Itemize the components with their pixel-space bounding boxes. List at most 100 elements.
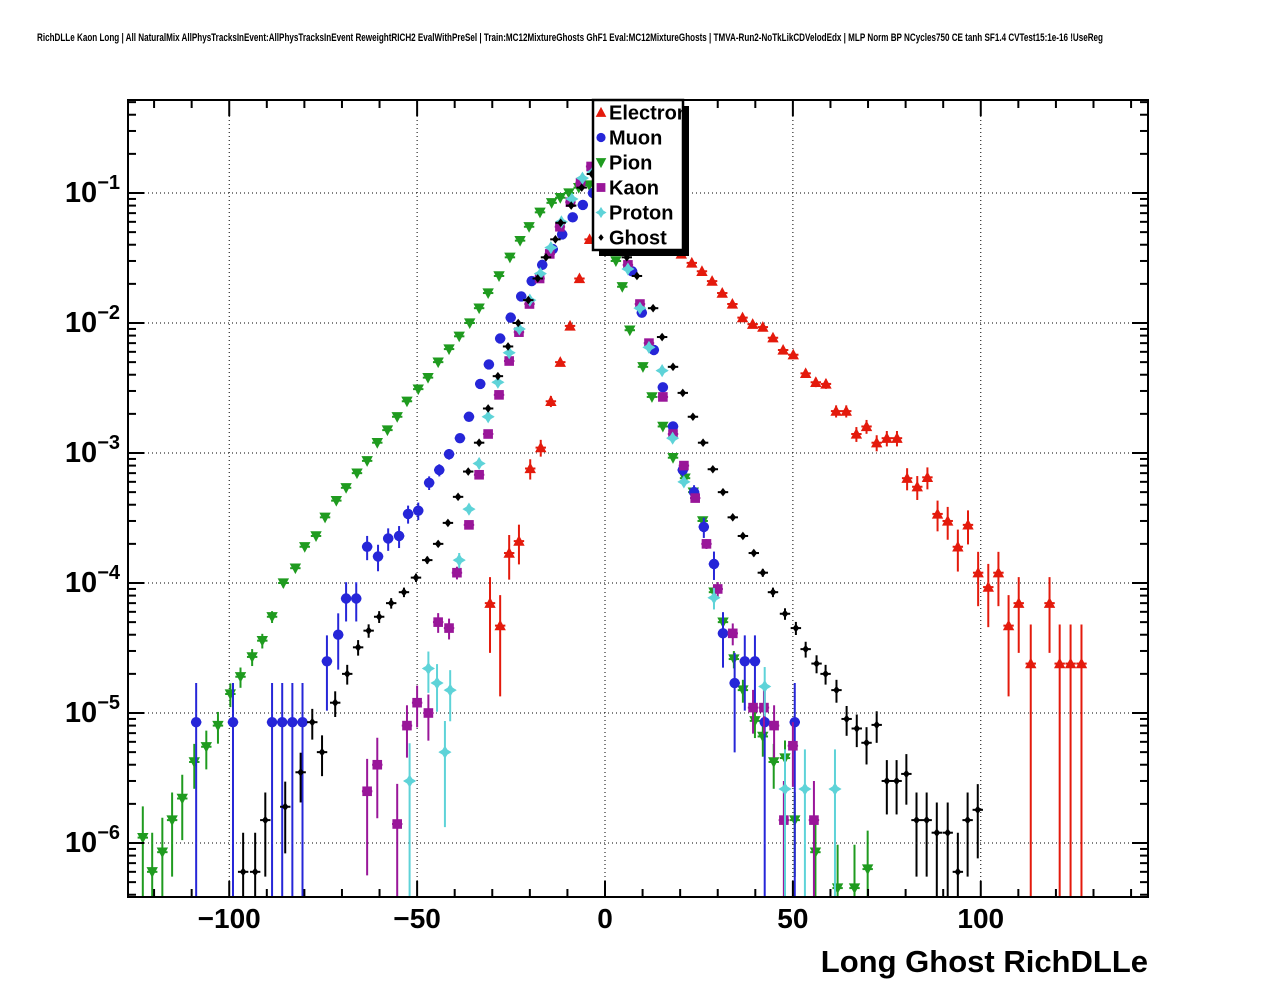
data-point-marker [281,802,289,812]
data-point-marker [667,453,679,464]
legend: Electron Muon Pion Kaon Proton Ghost [591,98,689,256]
data-point-marker [1064,657,1077,669]
data-point-marker [505,312,516,323]
data-point-marker [564,319,576,331]
data-point-marker [556,229,568,240]
data-point-marker [239,867,247,877]
data-point-marker [596,132,606,143]
data-point-marker [534,274,542,283]
data-point-marker [433,617,443,627]
data-point-marker [596,183,606,192]
data-point-marker [365,626,372,635]
data-point-marker [261,815,269,825]
data-point-marker [362,786,372,797]
data-point-marker [462,502,476,516]
y-tick-label: 10−1 [65,172,120,209]
data-point-marker [911,480,923,492]
legend-entry-pion: Pion [595,153,652,175]
data-point-marker [482,288,494,300]
data-point-marker [393,530,405,542]
data-point-marker [200,742,213,753]
legend-entry-ghost: Ghost [598,228,667,250]
data-point-marker [463,411,475,422]
data-point-marker [423,708,434,718]
data-point-marker [698,521,710,533]
data-point-marker [421,661,435,676]
data-point-marker [830,405,842,416]
data-point-marker [452,567,462,578]
data-point-marker [799,367,812,379]
data-point-marker [554,356,566,367]
data-point-marker [166,815,178,827]
data-point-marker [992,566,1005,578]
data-point-marker [709,464,717,474]
data-point-marker [621,262,635,276]
data-point-marker [828,782,842,796]
data-point-marker [624,325,636,337]
y-tick-label: 10−4 [65,562,121,599]
data-point-marker [502,346,516,360]
data-point-marker [523,222,535,233]
data-point-marker [563,188,575,199]
data-point-marker [297,767,304,777]
data-point-marker [809,815,819,825]
data-point-marker [493,271,505,282]
data-point-marker [633,271,641,281]
data-point-marker [412,384,424,396]
data-point-marker [472,456,486,471]
data-point-marker [923,815,931,825]
data-point-marker [391,412,403,423]
data-point-marker [412,573,420,582]
data-point-marker [504,342,512,351]
data-point-marker [903,769,910,779]
data-point-marker [318,747,326,757]
data-point-marker [701,539,712,549]
data-point-marker [1002,619,1015,631]
data-point-marker [699,438,707,448]
legend-label: Kaon [609,178,659,200]
data-point-marker [891,432,903,443]
data-point-marker [578,183,586,192]
data-point-marker [595,106,607,117]
data-point-marker [484,404,492,413]
data-point-marker [848,883,861,895]
data-point-marker [452,553,466,567]
legend-label: Muon [609,128,662,150]
data-point-marker [575,171,590,185]
data-point-marker [567,201,575,210]
data-point-marker [227,716,239,728]
data-point-marker [333,629,344,640]
legend-entry-muon: Muon [596,128,662,150]
data-point-marker [319,512,331,524]
data-point-marker [1043,597,1056,608]
data-point-marker [176,793,188,805]
data-point-marker [658,332,666,342]
data-point-marker [146,867,158,878]
data-point-marker [287,716,298,728]
x-tick-label: 0 [597,903,613,934]
data-point-marker [340,483,352,494]
data-point-marker [962,518,974,530]
data-point-marker [729,677,740,689]
data-point-marker [438,745,452,759]
data-point-marker [739,531,747,541]
data-point-marker [649,303,657,313]
data-point-marker [726,298,739,309]
data-point-marker [484,597,496,608]
data-point-marker [494,371,502,381]
data-point-marker [758,679,772,694]
data-point-marker [289,563,302,575]
data-point-marker [964,815,971,825]
data-point-marker [696,265,708,276]
data-point-marker [444,623,454,633]
data-point-marker [545,198,558,209]
data-point-marker [759,568,767,578]
data-point-marker [1013,597,1025,608]
data-point-marker [473,303,485,315]
data-point-marker [901,472,913,483]
data-point-marker [514,318,522,328]
data-point-marker [251,867,259,877]
data-point-marker [717,628,729,639]
data-point-marker [533,266,547,281]
